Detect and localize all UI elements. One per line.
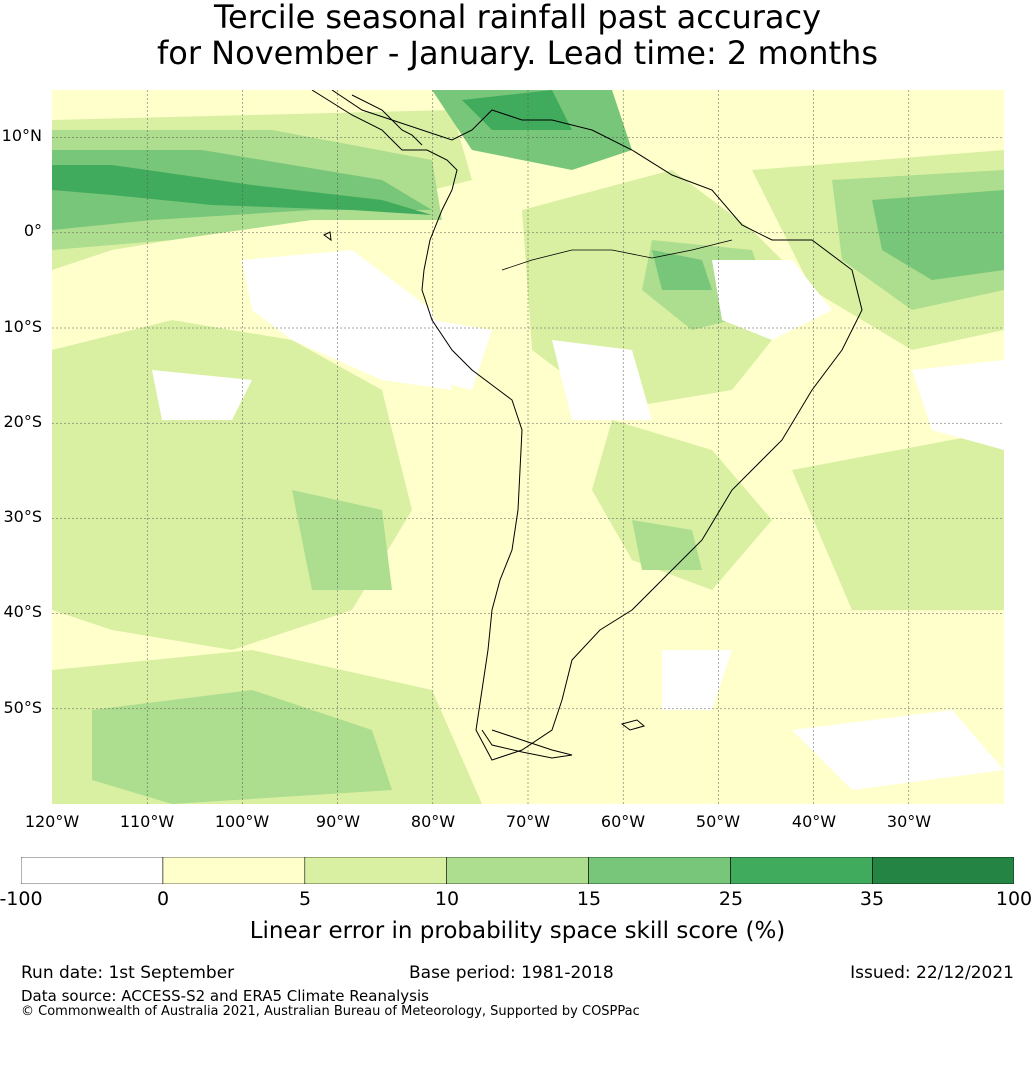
caribbean-coast xyxy=(351,94,423,146)
colorbar-tick: 5 xyxy=(298,888,312,910)
run-date: Run date: 1st September xyxy=(21,963,235,983)
lon-label: 100°W xyxy=(214,812,270,831)
map-title-line-1: Tercile seasonal rainfall past accuracy xyxy=(213,0,822,36)
falkland-islands xyxy=(620,719,646,731)
base-period: Base period: 1981-2018 xyxy=(409,963,614,983)
coastline xyxy=(311,90,863,761)
skill-field-negative xyxy=(152,250,1004,790)
colorbar xyxy=(21,857,1014,884)
colorbar-tick: 35 xyxy=(859,888,885,910)
lat-label: 30°S xyxy=(3,507,42,526)
lon-label: 90°W xyxy=(315,812,361,831)
lon-label: 50°W xyxy=(695,812,741,831)
copyright: © Commonwealth of Australia 2021, Austra… xyxy=(21,1004,640,1019)
skill-field-pale-green xyxy=(52,110,1004,804)
colorbar-tick: 10 xyxy=(434,888,460,910)
issued-date: Issued: 22/12/2021 xyxy=(850,963,1014,983)
colorbar-segment xyxy=(21,857,164,884)
map-title-line-2: for November - January. Lead time: 2 mon… xyxy=(157,34,878,72)
colorbar-segment xyxy=(446,857,589,884)
lon-label: 70°W xyxy=(505,812,551,831)
lat-label: 0° xyxy=(23,221,42,240)
colorbar-segment xyxy=(730,857,873,884)
colorbar-tick: 0 xyxy=(156,888,170,910)
graticule xyxy=(52,90,1004,804)
colorbar-tick: 100 xyxy=(995,888,1033,910)
colorbar-tick: -100 xyxy=(0,888,43,910)
amazon-river xyxy=(501,239,733,271)
data-source: Data source: ACCESS-S2 and ERA5 Climate … xyxy=(21,987,429,1005)
colorbar-segment xyxy=(588,857,731,884)
lat-label: 10°N xyxy=(1,126,42,145)
lon-label: 120°W xyxy=(24,812,80,831)
lon-label: 30°W xyxy=(886,812,932,831)
skill-score-map xyxy=(52,90,1004,804)
colorbar-label: Linear error in probability space skill … xyxy=(249,918,786,944)
lat-label: 50°S xyxy=(3,698,42,717)
colorbar-segment xyxy=(304,857,447,884)
lat-label: 20°S xyxy=(3,412,42,431)
colorbar-segment xyxy=(872,857,1014,884)
colorbar-tick: 15 xyxy=(576,888,602,910)
lon-label: 80°W xyxy=(410,812,456,831)
lat-label: 40°S xyxy=(3,602,42,621)
galapagos-islands xyxy=(323,231,332,242)
lon-label: 110°W xyxy=(119,812,175,831)
lon-label: 40°W xyxy=(791,812,837,831)
lat-label: 10°S xyxy=(3,317,42,336)
colorbar-tick: 25 xyxy=(718,888,744,910)
lon-label: 60°W xyxy=(600,812,646,831)
colorbar-segment xyxy=(162,857,306,884)
tierra-del-fuego xyxy=(481,729,573,759)
